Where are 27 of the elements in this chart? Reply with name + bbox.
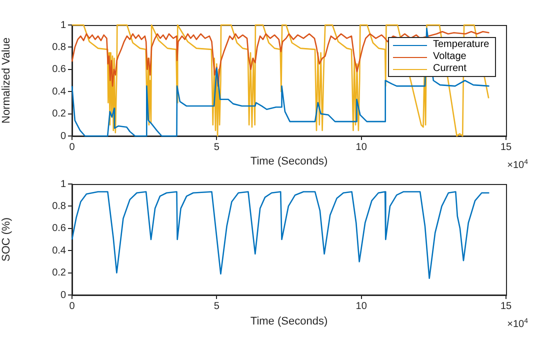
- y-tick-label: 0: [60, 130, 66, 142]
- y-tick-label: 0.6: [52, 64, 66, 76]
- x-tick-label: 0: [69, 142, 76, 153]
- legend-label: Temperature: [433, 39, 490, 51]
- y-tick-label: 0.8: [52, 200, 66, 212]
- y-tick-label: 0.2: [52, 108, 66, 120]
- x-axis-title: Time (Seconds): [250, 315, 328, 328]
- y-axis-title: SOC (%): [0, 218, 13, 262]
- x-tick-label: 0: [69, 300, 76, 312]
- x-tick-label: 10: [356, 142, 368, 153]
- y-tick-label: 0.4: [52, 245, 66, 256]
- y-axis-title: Normalized Value: [0, 37, 13, 124]
- x-tick-label: 5: [214, 300, 220, 312]
- legend-label: Current: [433, 63, 466, 75]
- y-tick-label: 0.6: [52, 223, 66, 234]
- x-tick-label: 5: [214, 142, 220, 153]
- x-axis-title: Time (Seconds): [250, 155, 328, 168]
- y-tick-label: 0.8: [52, 42, 66, 53]
- legend-label: Voltage: [433, 51, 466, 63]
- y-tick-label: 0.2: [52, 268, 66, 279]
- y-tick-label: 1: [60, 20, 66, 31]
- y-tick-label: 1: [60, 178, 66, 190]
- y-tick-label: 0: [60, 290, 66, 301]
- y-tick-label: 0.4: [52, 86, 66, 98]
- x-tick-label: 15: [500, 300, 512, 312]
- x-tick-label: 15: [500, 142, 512, 153]
- x-tick-label: 10: [356, 300, 368, 312]
